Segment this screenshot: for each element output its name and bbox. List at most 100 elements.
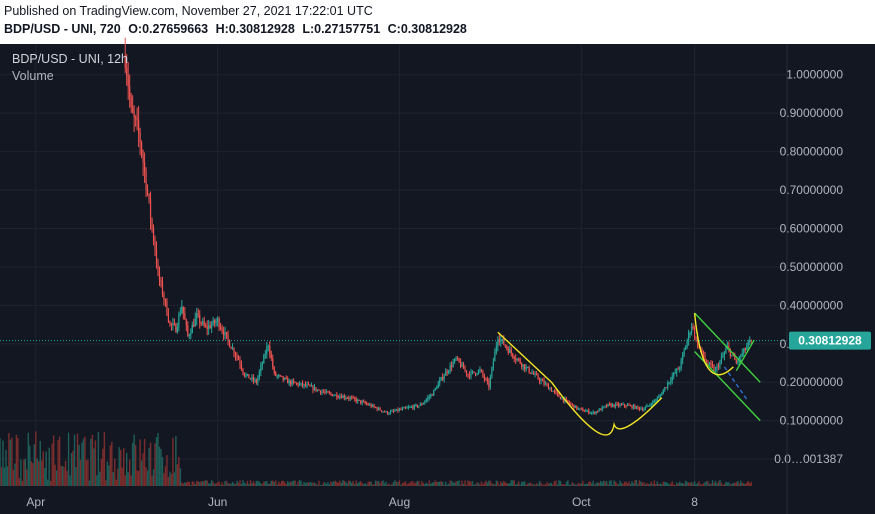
candle-body [725, 349, 727, 353]
candle-body [249, 378, 252, 380]
candle-body [409, 406, 411, 408]
volume-bar [486, 482, 489, 486]
volume-bar [313, 482, 316, 486]
volume-bar [93, 448, 95, 486]
volume-bar [747, 481, 749, 486]
candle-body [318, 389, 320, 391]
volume-bar [681, 482, 684, 486]
volume-bar [354, 484, 356, 486]
volume-bar [61, 466, 64, 486]
candle-body [208, 325, 210, 329]
volume-bar [513, 480, 515, 486]
candle-body [351, 397, 353, 399]
candle-body [656, 398, 658, 401]
y-axis-tick-label: 0.20000000 [780, 375, 844, 389]
volume-bar [224, 480, 226, 486]
volume-bar [270, 480, 272, 486]
volume-bar [288, 482, 290, 486]
volume-bar [210, 480, 213, 486]
candle-body [650, 404, 652, 406]
volume-bar [725, 481, 727, 486]
candle-body [234, 353, 237, 356]
candle-body [237, 357, 240, 360]
candle-body [676, 368, 678, 373]
candle-body [562, 398, 565, 402]
candle-body [349, 397, 351, 399]
candle-body [473, 371, 475, 373]
volume-bar [179, 468, 182, 486]
cup-arc-annotation [550, 381, 663, 436]
volume-bar [602, 480, 605, 486]
volume-bar [336, 481, 338, 486]
volume-bar [146, 470, 149, 486]
volume-bar [32, 463, 34, 486]
candle-body [217, 318, 219, 322]
candle-body [543, 380, 545, 385]
y-axis-tick-label: 1.0000000 [786, 68, 843, 82]
volume-bar [710, 483, 712, 486]
volume-bar [699, 484, 702, 486]
volume-bar [707, 480, 709, 486]
volume-bar [367, 481, 369, 486]
volume-bar [155, 437, 158, 486]
volume-bar [72, 450, 74, 486]
volume-bar [45, 451, 47, 486]
volume-bar [504, 482, 506, 486]
candle-body [710, 362, 712, 365]
volume-bar [234, 484, 237, 486]
volume-bar [714, 480, 717, 486]
volume-bar [282, 480, 284, 486]
volume-bar [436, 481, 438, 486]
volume-bar [565, 481, 568, 486]
volume-bar [622, 483, 624, 486]
volume-bar [424, 484, 426, 486]
volume-bar [562, 484, 565, 486]
candle-body [367, 404, 369, 406]
candle-body [570, 403, 572, 405]
candle-body [556, 392, 559, 394]
candle-body [270, 354, 272, 359]
volume-bar [109, 445, 111, 486]
candle-body [386, 411, 389, 415]
volume-bar [498, 484, 501, 486]
candle-body [743, 348, 745, 353]
candle-body [337, 397, 339, 399]
chart-area[interactable] [0, 44, 875, 514]
volume-bar [35, 431, 37, 486]
volume-bar [316, 484, 319, 486]
candle-body [403, 407, 405, 409]
volume-bar [690, 482, 693, 486]
volume-bar [30, 461, 33, 486]
volume-bar [272, 480, 274, 486]
volume-bar [181, 482, 183, 486]
volume-bar [638, 480, 641, 486]
ohlc-high: H:0.30812928 [215, 22, 295, 36]
volume-bar [599, 480, 602, 486]
candle-body [288, 380, 290, 384]
candle-body [734, 355, 736, 360]
candle-body [680, 359, 682, 369]
volume-bar [576, 484, 578, 486]
candle-body [376, 407, 378, 410]
volume-bar [69, 475, 71, 486]
candle-body [749, 340, 751, 342]
volume-bar [629, 484, 632, 486]
volume-bar [279, 483, 281, 486]
volume-bar [480, 481, 483, 486]
volume-bar [488, 480, 490, 486]
volume-bar [204, 480, 207, 486]
volume-bar [561, 483, 563, 486]
volume-bar [567, 480, 569, 486]
volume-bar [708, 483, 711, 486]
volume-bar [340, 482, 343, 486]
volume-bar [570, 484, 572, 486]
volume-bar [49, 480, 52, 486]
volume-bar [598, 482, 600, 486]
candle-body [671, 376, 673, 381]
volume-bar [474, 484, 477, 486]
volume-bar [564, 484, 566, 486]
volume-bar [327, 481, 329, 486]
volume-bar [199, 482, 201, 486]
volume-bar [418, 480, 420, 486]
